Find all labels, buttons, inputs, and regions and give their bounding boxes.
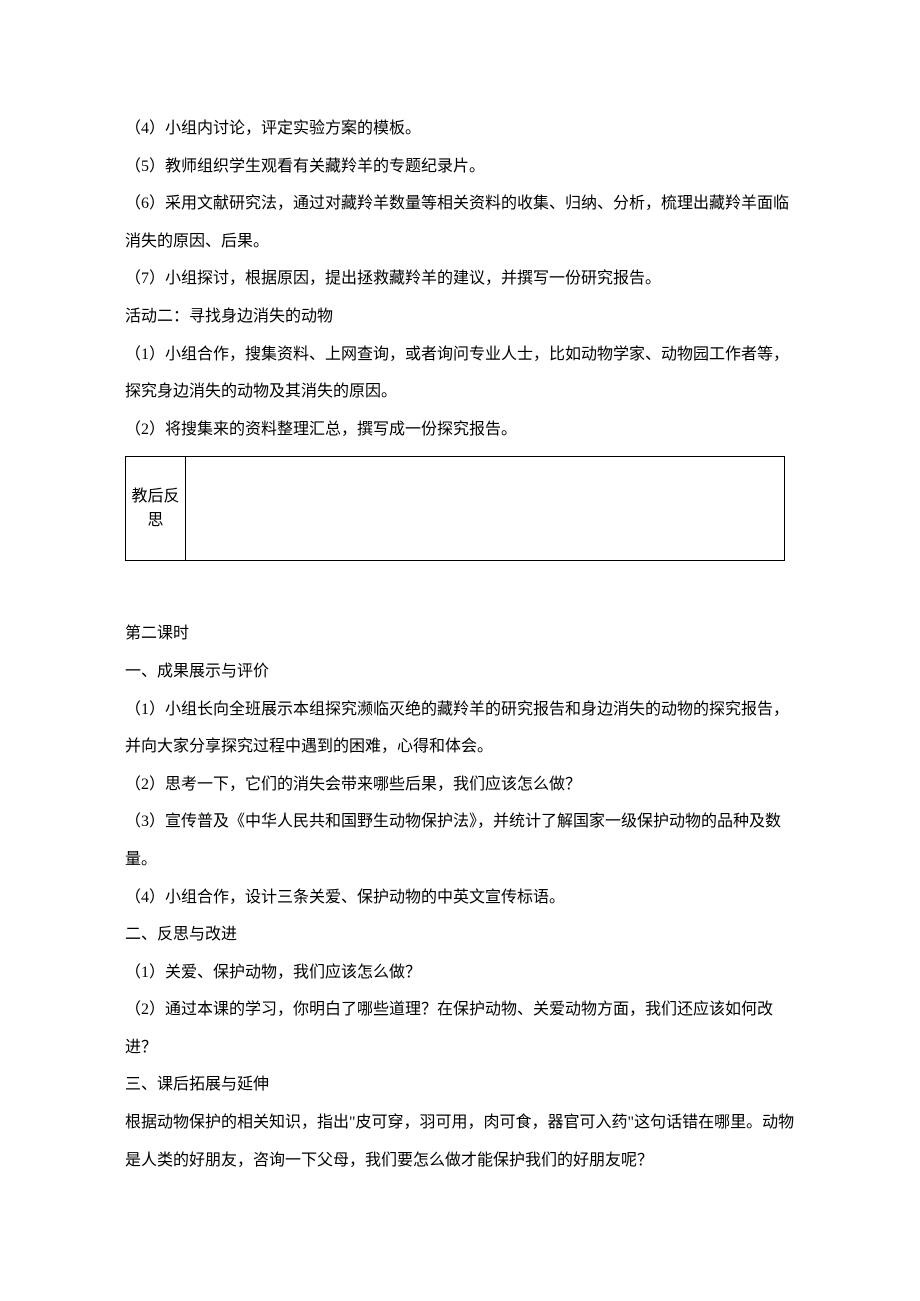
paragraph: （1）小组长向全班展示本组探究濒临灭绝的藏羚羊的研究报告和身边消失的动物的探究报… (125, 691, 795, 766)
paragraph: （2）通过本课的学习，你明白了哪些道理？在保护动物、关爱动物方面，我们还应该如何… (125, 991, 795, 1066)
paragraph: （4）小组合作，设计三条关爱、保护动物的中英文宣传标语。 (125, 879, 795, 917)
activity-title: 活动二：寻找身边消失的动物 (125, 298, 795, 336)
lesson-heading: 第二课时 (125, 615, 795, 653)
reflection-label-cell: 教后反思 (126, 457, 186, 561)
section-title: 三、课后拓展与延伸 (125, 1066, 795, 1104)
paragraph: （1）关爱、保护动物，我们应该怎么做？ (125, 954, 795, 992)
section-title: 一、成果展示与评价 (125, 653, 795, 691)
paragraph: （2）思考一下，它们的消失会带来哪些后果，我们应该怎么做？ (125, 766, 795, 804)
paragraph: （5）教师组织学生观看有关藏羚羊的专题纪录片。 (125, 148, 795, 186)
paragraph: （2）将搜集来的资料整理汇总，撰写成一份探究报告。 (125, 411, 795, 449)
paragraph: （3）宣传普及《中华人民共和国野生动物保护法》，并统计了解国家一级保护动物的品种… (125, 803, 795, 878)
paragraph: （1）小组合作，搜集资料、上网查询，或者询问专业人士，比如动物学家、动物园工作者… (125, 336, 795, 411)
spacer (125, 597, 795, 615)
reflection-label: 教后反思 (131, 488, 179, 529)
paragraph: 根据动物保护的相关知识，指出"皮可穿，羽可用，肉可食，器官可入药"这句话错在哪里… (125, 1104, 795, 1179)
section-title: 二、反思与改进 (125, 916, 795, 954)
reflection-body-cell (186, 457, 785, 561)
paragraph: （4）小组内讨论，评定实验方案的模板。 (125, 110, 795, 148)
reflection-table: 教后反思 (125, 456, 785, 561)
paragraph: （7）小组探讨，根据原因，提出拯救藏羚羊的建议，并撰写一份研究报告。 (125, 260, 795, 298)
document-body: （4）小组内讨论，评定实验方案的模板。 （5）教师组织学生观看有关藏羚羊的专题纪… (125, 110, 795, 1179)
paragraph: （6）采用文献研究法，通过对藏羚羊数量等相关资料的收集、归纳、分析，梳理出藏羚羊… (125, 185, 795, 260)
